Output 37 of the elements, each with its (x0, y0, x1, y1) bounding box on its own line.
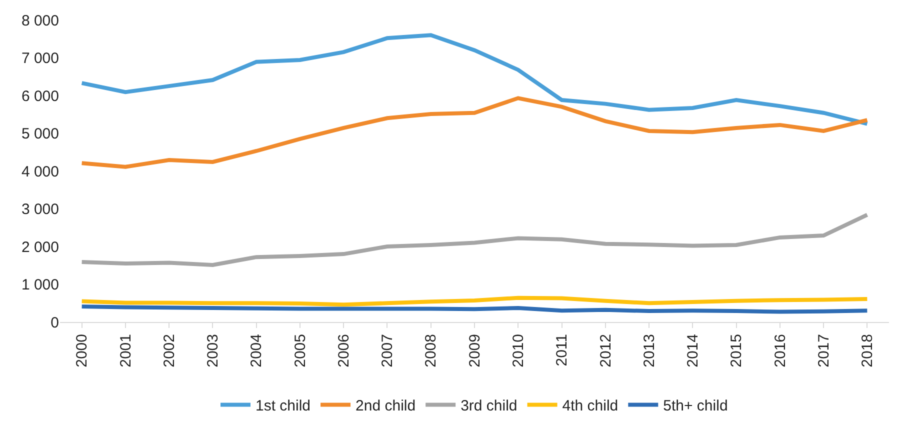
y-tick-label: 3 000 (21, 201, 59, 218)
x-tick-label: 2011 (554, 334, 571, 366)
x-tick-label: 2018 (859, 334, 876, 368)
legend-label: 1st child (256, 398, 311, 415)
x-tick-label: 2005 (292, 334, 309, 368)
legend-label: 2nd child (356, 398, 416, 415)
line-series (80, 96, 870, 169)
x-tick-label: 2008 (422, 334, 440, 368)
y-tick-label: 4 000 (21, 163, 59, 180)
line-series (80, 212, 870, 267)
x-tick-label: 2004 (248, 334, 266, 368)
x-tick-label: 2014 (684, 334, 702, 368)
x-tick-label: 2017 (815, 334, 832, 368)
y-tick-label: 1 000 (21, 276, 59, 294)
x-tick-label: 2006 (335, 334, 352, 368)
legend-label: 3rd child (460, 398, 518, 415)
y-tick-label: 6 000 (21, 88, 59, 105)
legend-label: 4th child (562, 398, 618, 415)
x-tick-label: 2001 (117, 334, 134, 368)
x-tick-label: 2016 (772, 334, 789, 368)
line-series (80, 33, 870, 126)
line-series (80, 296, 870, 307)
x-tick-label: 2000 (74, 334, 91, 368)
x-tick-label: 2002 (160, 334, 178, 368)
y-tick-label: 7 000 (21, 50, 59, 67)
x-tick-label: 2012 (597, 334, 614, 368)
y-tick-label: 8 000 (21, 12, 59, 30)
y-tick-label: 0 (50, 314, 59, 332)
x-tick-label: 2010 (510, 334, 528, 368)
legend-label: 5th+ child (663, 398, 728, 415)
x-tick-label: 2015 (728, 334, 746, 368)
y-tick-label: 2 000 (21, 238, 59, 256)
x-tick-label: 2009 (466, 334, 484, 368)
x-tick-label: 2003 (204, 334, 222, 368)
x-tick-label: 2013 (640, 334, 658, 368)
x-tick-label: 2007 (379, 334, 396, 368)
y-tick-label: 5 000 (21, 126, 59, 142)
